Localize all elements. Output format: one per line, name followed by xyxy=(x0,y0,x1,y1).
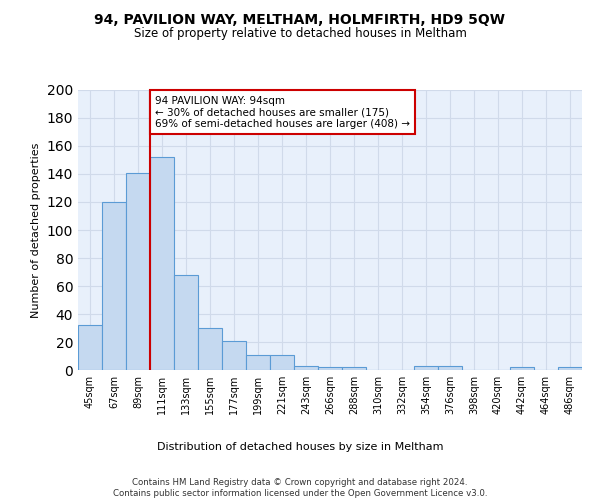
Bar xyxy=(270,354,294,370)
Bar xyxy=(318,367,342,370)
Bar xyxy=(414,366,438,370)
Bar xyxy=(294,366,318,370)
Bar xyxy=(558,367,582,370)
Bar xyxy=(174,275,198,370)
Y-axis label: Number of detached properties: Number of detached properties xyxy=(31,142,41,318)
Bar xyxy=(438,366,462,370)
Bar xyxy=(246,354,270,370)
Bar xyxy=(150,157,174,370)
Bar xyxy=(198,328,222,370)
Bar xyxy=(78,325,102,370)
Bar xyxy=(342,367,366,370)
Bar xyxy=(126,172,150,370)
Text: Contains HM Land Registry data © Crown copyright and database right 2024.
Contai: Contains HM Land Registry data © Crown c… xyxy=(113,478,487,498)
Text: 94 PAVILION WAY: 94sqm
← 30% of detached houses are smaller (175)
69% of semi-de: 94 PAVILION WAY: 94sqm ← 30% of detached… xyxy=(155,96,410,129)
Text: Size of property relative to detached houses in Meltham: Size of property relative to detached ho… xyxy=(134,28,466,40)
Bar xyxy=(102,202,126,370)
Text: Distribution of detached houses by size in Meltham: Distribution of detached houses by size … xyxy=(157,442,443,452)
Bar xyxy=(222,340,246,370)
Text: 94, PAVILION WAY, MELTHAM, HOLMFIRTH, HD9 5QW: 94, PAVILION WAY, MELTHAM, HOLMFIRTH, HD… xyxy=(95,12,505,26)
Bar xyxy=(510,367,534,370)
